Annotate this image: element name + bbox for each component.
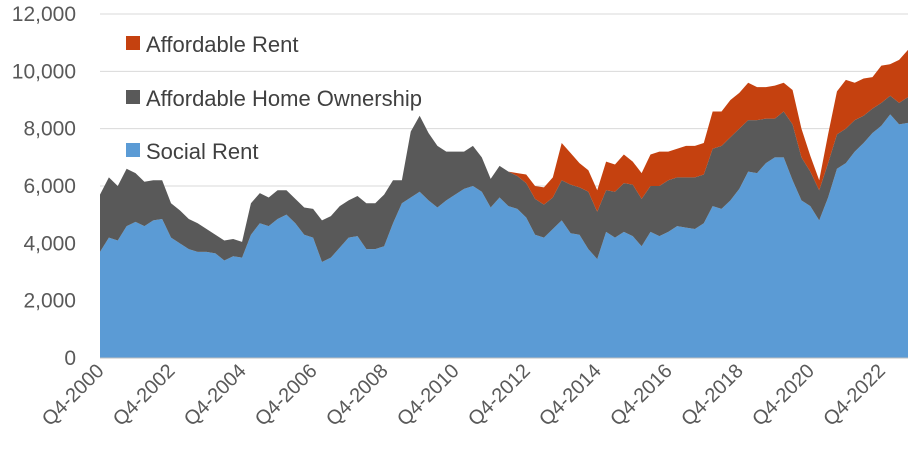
legend: Affordable Rent Affordable Home Ownershi… bbox=[126, 32, 422, 164]
y-tick-label: 4,000 bbox=[23, 232, 76, 255]
x-tick-label: Q4-2004 bbox=[180, 360, 251, 431]
area-social-rent bbox=[100, 114, 908, 358]
legend-label-social-rent: Social Rent bbox=[146, 139, 259, 164]
y-axis-tick-labels: 0 2,000 4,000 6,000 8,000 10,000 12,000 bbox=[12, 3, 76, 370]
x-tick-label: Q4-2018 bbox=[677, 360, 748, 431]
legend-item-affordable-home-ownership: Affordable Home Ownership bbox=[126, 86, 422, 111]
legend-label-affordable-home-ownership: Affordable Home Ownership bbox=[146, 86, 422, 111]
x-tick-label: Q4-2012 bbox=[464, 360, 535, 431]
x-tick-label: Q4-2014 bbox=[535, 360, 606, 431]
legend-item-social-rent: Social Rent bbox=[126, 139, 259, 164]
x-tick-label: Q4-2002 bbox=[109, 360, 180, 431]
x-axis-tick-labels: Q4-2000 Q4-2002 Q4-2004 Q4-2006 Q4-2008 Q4-20… bbox=[38, 360, 890, 431]
legend-swatch-social-rent bbox=[126, 143, 140, 157]
y-tick-label: 10,000 bbox=[12, 60, 76, 83]
legend-swatch-affordable-rent bbox=[126, 36, 140, 50]
area-series-group bbox=[100, 49, 908, 358]
legend-swatch-affordable-home-ownership bbox=[126, 90, 140, 104]
y-tick-label: 0 bbox=[64, 347, 76, 370]
x-tick-label: Q4-2016 bbox=[606, 360, 677, 431]
x-tick-label: Q4-2008 bbox=[322, 360, 393, 431]
y-tick-label: 8,000 bbox=[23, 118, 76, 141]
y-tick-label: 2,000 bbox=[23, 290, 76, 313]
x-tick-label: Q4-2006 bbox=[251, 360, 322, 431]
y-tick-label: 6,000 bbox=[23, 175, 76, 198]
y-tick-label: 12,000 bbox=[12, 3, 76, 26]
legend-item-affordable-rent: Affordable Rent bbox=[126, 32, 298, 57]
x-tick-label: Q4-2010 bbox=[393, 360, 464, 431]
x-tick-label: Q4-2022 bbox=[819, 360, 890, 431]
area-affordable-home-ownership bbox=[100, 95, 908, 262]
x-tick-label: Q4-2020 bbox=[748, 360, 819, 431]
legend-label-affordable-rent: Affordable Rent bbox=[146, 32, 298, 57]
x-tick-label: Q4-2000 bbox=[38, 360, 109, 431]
